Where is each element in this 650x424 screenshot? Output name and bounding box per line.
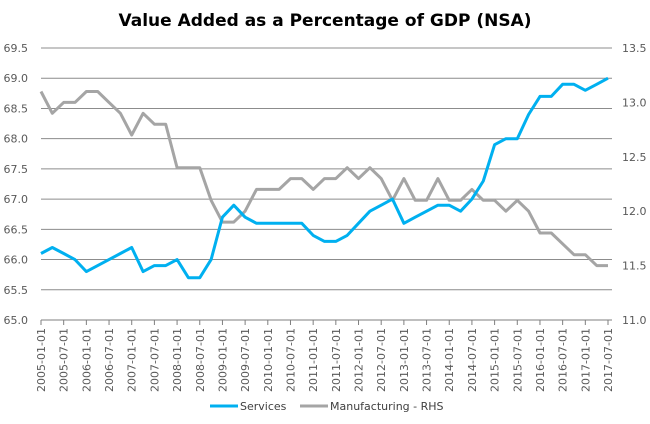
left-y-tick-label: 67.5 bbox=[4, 163, 29, 176]
x-tick-label: 2007-01-01 bbox=[126, 328, 139, 392]
x-tick-label: 2015-07-01 bbox=[511, 328, 524, 392]
x-tick-label: 2017-01-01 bbox=[579, 328, 592, 392]
left-y-tick-label: 68.0 bbox=[4, 133, 29, 146]
left-y-tick-label: 69.5 bbox=[4, 42, 29, 55]
x-tick-label: 2011-07-01 bbox=[330, 328, 343, 392]
left-y-tick-label: 68.5 bbox=[4, 102, 29, 115]
x-tick-label: 2005-07-01 bbox=[58, 328, 71, 392]
left-y-tick-label: 65.0 bbox=[4, 314, 29, 327]
x-tick-label: 2010-01-01 bbox=[262, 328, 275, 392]
x-tick-label: 2007-07-01 bbox=[148, 328, 161, 392]
right-y-tick-label: 11.0 bbox=[622, 314, 647, 327]
x-tick-label: 2017-07-01 bbox=[602, 328, 615, 392]
x-tick-label: 2009-01-01 bbox=[216, 328, 229, 392]
x-tick-label: 2008-01-01 bbox=[171, 328, 184, 392]
x-tick-label: 2005-01-01 bbox=[35, 328, 48, 392]
x-tick-label: 2006-07-01 bbox=[103, 328, 116, 392]
x-tick-label: 2006-01-01 bbox=[80, 328, 93, 392]
right-y-tick-label: 12.5 bbox=[622, 151, 647, 164]
left-y-tick-label: 66.5 bbox=[4, 223, 29, 236]
right-y-tick-label: 11.5 bbox=[622, 260, 647, 273]
left-y-tick-label: 67.0 bbox=[4, 193, 29, 206]
left-y-tick-label: 69.0 bbox=[4, 72, 29, 85]
legend: Services Manufacturing - RHS bbox=[210, 400, 444, 413]
right-y-tick-label: 12.0 bbox=[622, 205, 647, 218]
left-y-axis: 69.5 69.0 68.5 68.0 67.5 67.0 66.5 66.0 65.5 65.0 bbox=[4, 42, 29, 327]
x-tick-label: 2010-07-01 bbox=[284, 328, 297, 392]
x-tick-label: 2011-01-01 bbox=[307, 328, 320, 392]
x-tick-label: 2012-07-01 bbox=[375, 328, 388, 392]
series-line-services bbox=[40, 76, 609, 280]
series-lines bbox=[39, 76, 609, 280]
right-y-axis: 13.5 13.0 12.5 12.0 11.5 11.0 bbox=[622, 42, 647, 327]
x-axis: 2005-01-01 2005-07-01 2006-01-01 2006-07-01… bbox=[35, 320, 615, 392]
x-tick-label: 2013-01-01 bbox=[398, 328, 411, 392]
gridlines bbox=[41, 47, 612, 321]
x-tick-label: 2015-01-01 bbox=[489, 328, 502, 392]
x-tick-label: 2009-07-01 bbox=[239, 328, 252, 392]
x-tick-label: 2013-07-01 bbox=[421, 328, 434, 392]
x-tick-label: 2016-07-01 bbox=[557, 328, 570, 392]
x-tick-label: 2012-01-01 bbox=[353, 328, 366, 392]
x-tick-label: 2016-01-01 bbox=[534, 328, 547, 392]
right-y-tick-label: 13.5 bbox=[622, 42, 647, 55]
left-y-tick-label: 66.0 bbox=[4, 254, 29, 267]
chart-title: Value Added as a Percentage of GDP (NSA) bbox=[119, 11, 532, 31]
left-y-tick-label: 65.5 bbox=[4, 284, 29, 297]
right-y-tick-label: 13.0 bbox=[622, 96, 647, 109]
legend-label-services: Services bbox=[240, 400, 287, 413]
x-tick-label: 2014-01-01 bbox=[443, 328, 456, 392]
x-tick-label: 2014-07-01 bbox=[466, 328, 479, 392]
legend-label-manufacturing-rhs: Manufacturing - RHS bbox=[330, 400, 444, 413]
x-tick-label: 2008-07-01 bbox=[194, 328, 207, 392]
series-line-manufacturing-rhs bbox=[39, 90, 608, 268]
